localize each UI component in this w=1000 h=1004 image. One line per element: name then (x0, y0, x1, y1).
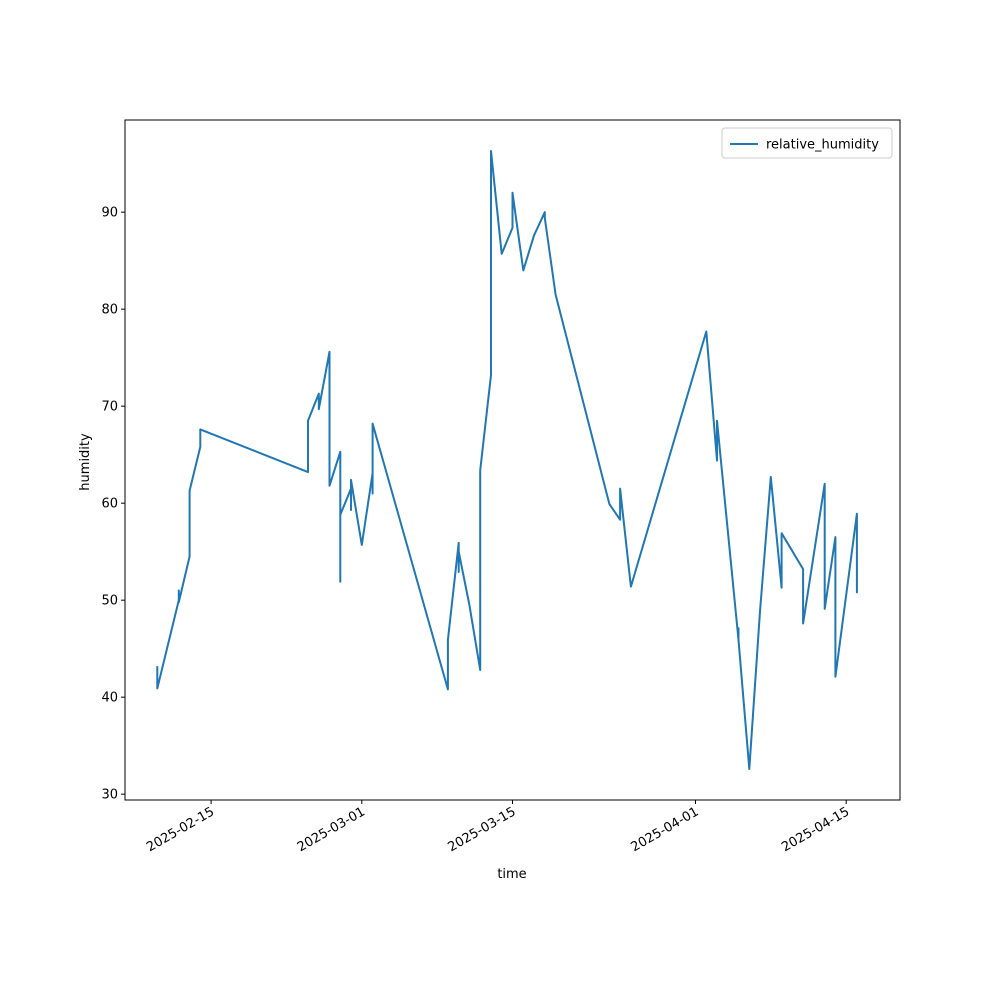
y-tick-label: 70 (101, 400, 118, 415)
x-tick-label: 2025-03-01 (295, 804, 368, 855)
y-tick-label: 90 (101, 206, 118, 221)
data-line (156, 150, 858, 770)
plot-frame (124, 119, 901, 801)
x-tick-label: 2025-03-15 (446, 804, 519, 855)
y-tick-label: 60 (101, 497, 118, 512)
x-tick-label: 2025-04-01 (629, 804, 702, 855)
y-axis-label: humidity (78, 433, 93, 491)
x-tick-label: 2025-02-15 (144, 804, 217, 855)
y-tick-label: 80 (101, 303, 118, 318)
legend-label: relative_humidity (766, 138, 879, 153)
y-tick-label: 40 (101, 691, 118, 706)
y-tick-label: 30 (101, 788, 118, 803)
x-tick-label: 2025-04-15 (779, 804, 852, 855)
x-axis-label: time (497, 867, 526, 882)
y-tick-label: 50 (101, 594, 118, 609)
legend-box (721, 127, 893, 159)
